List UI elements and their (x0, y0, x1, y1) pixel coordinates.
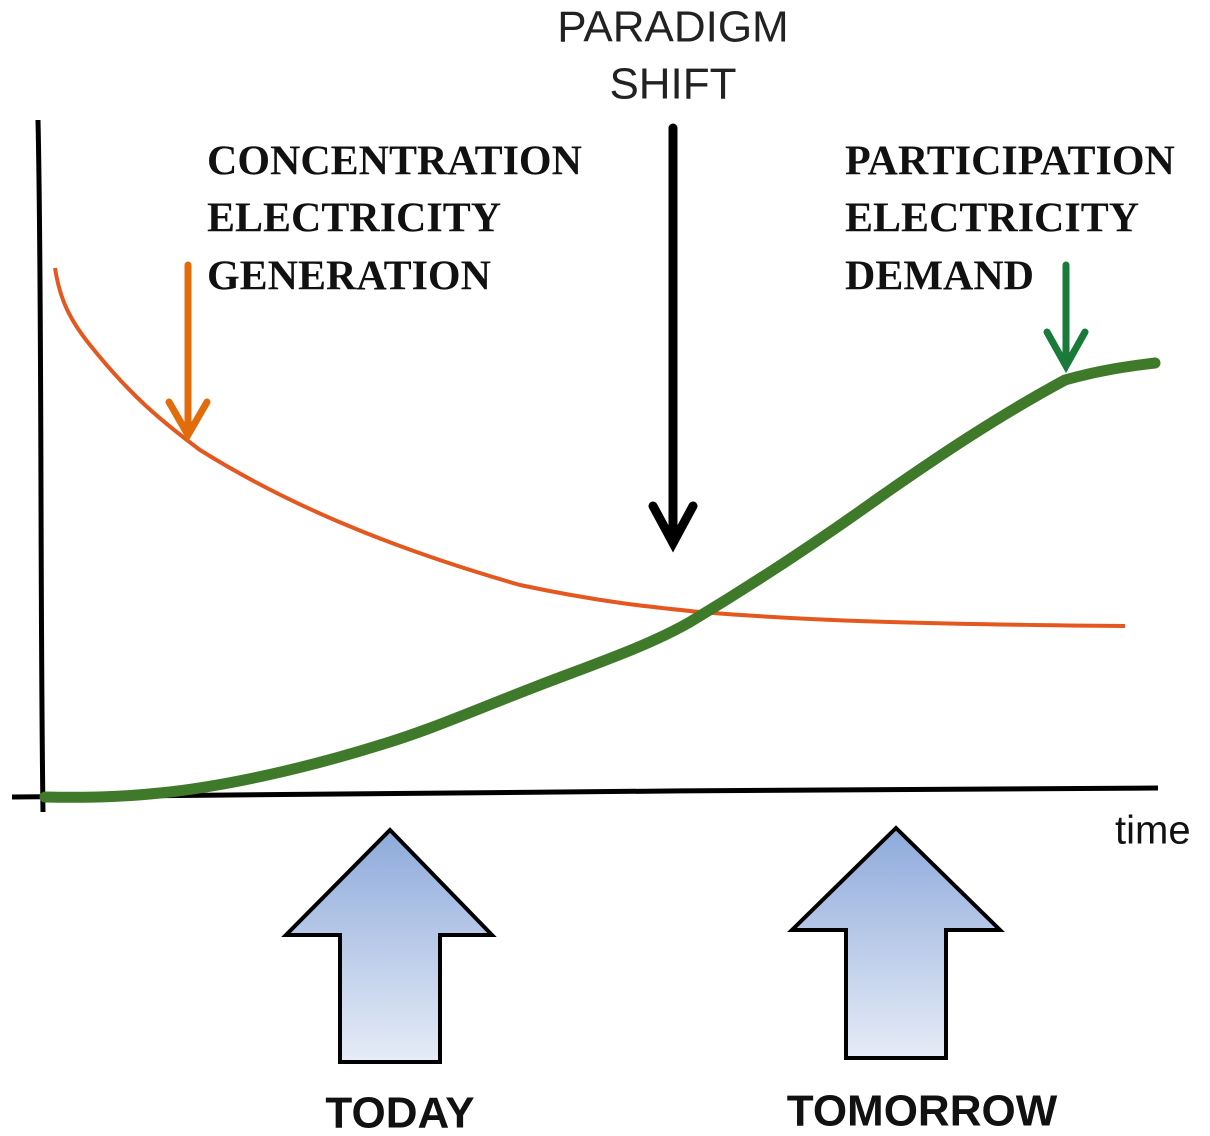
generation-arrow (165, 261, 211, 443)
title-line: SHIFT (609, 60, 736, 109)
y-axis (35, 119, 46, 813)
annotation-line: PARTICIPATION (845, 139, 1175, 185)
annotation-line: ELECTRICITY (845, 196, 1139, 242)
tomorrow-arrow (787, 825, 1005, 1060)
today-arrow (281, 827, 497, 1064)
title-line: PARADIGM (557, 3, 788, 52)
demand-curve (39, 357, 1161, 803)
marker-label: TODAY (325, 1089, 474, 1136)
annotation-line: ELECTRICITY (207, 196, 501, 242)
annotation-line: DEMAND (845, 254, 1034, 300)
paradigm-arrow (648, 123, 698, 553)
generation-curve (53, 267, 1126, 628)
annotation-line: GENERATION (207, 254, 491, 300)
annotation-line: CONCENTRATION (207, 139, 582, 185)
x-axis-label: time (1115, 809, 1191, 853)
marker-label: TOMORROW (787, 1087, 1058, 1136)
demand-arrow (1043, 261, 1089, 374)
